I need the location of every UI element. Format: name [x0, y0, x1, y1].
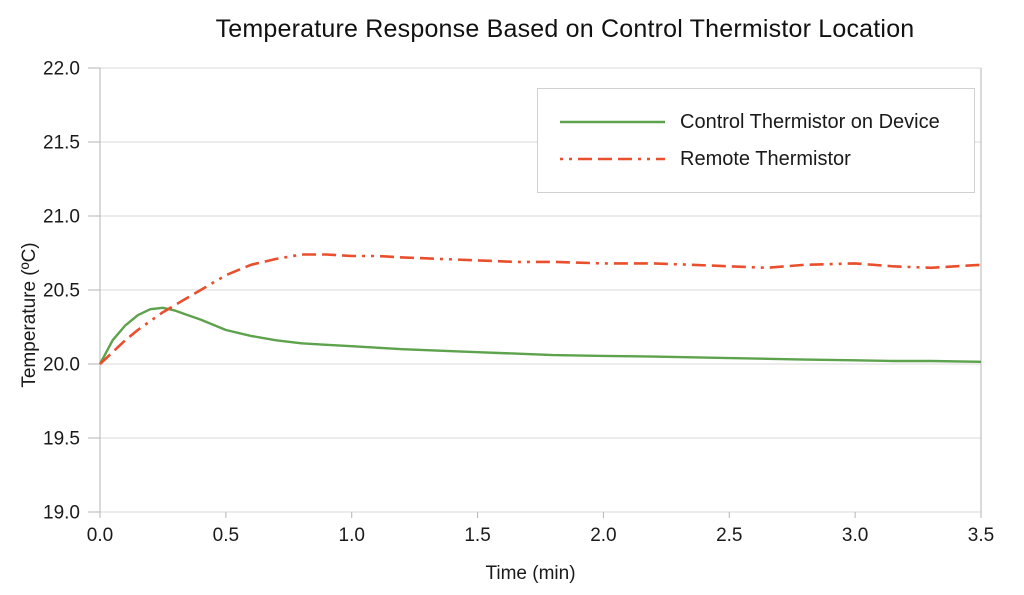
- chart-title: Temperature Response Based on Control Th…: [215, 15, 915, 43]
- x-tick-label: 1.0: [339, 525, 365, 546]
- legend-label-control-thermistor: Control Thermistor on Device: [680, 110, 940, 133]
- y-tick-label: 22.0: [43, 59, 80, 80]
- legend-item-control-thermistor: Control Thermistor on Device: [560, 108, 974, 136]
- x-tick-label: 2.5: [716, 525, 742, 546]
- x-tick-label: 3.5: [968, 525, 994, 546]
- legend: Control Thermistor on Device Remote Ther…: [537, 88, 975, 193]
- y-tick-label: 21.0: [43, 207, 80, 228]
- x-tick-label: 0.0: [87, 525, 113, 546]
- x-tick-label: 2.0: [590, 525, 616, 546]
- series-line-0: [98, 306, 982, 365]
- legend-line-sample-dashed-icon: [560, 157, 665, 161]
- x-axis-title: Time (min): [485, 563, 576, 584]
- y-tick-label: 21.5: [43, 133, 80, 154]
- x-tick-label: 0.5: [213, 525, 239, 546]
- legend-item-remote-thermistor: Remote Thermistor: [560, 145, 974, 173]
- legend-label-remote-thermistor: Remote Thermistor: [680, 147, 851, 170]
- x-tick-label: 3.0: [842, 525, 868, 546]
- legend-line-sample-solid-icon: [560, 120, 665, 124]
- y-tick-label: 20.0: [43, 355, 80, 376]
- series-line-1: [99, 253, 982, 365]
- x-tick-label: 1.5: [464, 525, 490, 546]
- y-tick-label: 19.0: [43, 503, 80, 524]
- y-tick-label: 19.5: [43, 429, 80, 450]
- y-tick-label: 20.5: [43, 281, 80, 302]
